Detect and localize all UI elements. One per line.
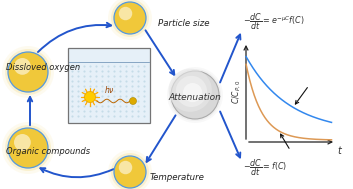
Circle shape bbox=[5, 49, 51, 95]
Circle shape bbox=[8, 128, 48, 168]
Text: Particle size: Particle size bbox=[158, 19, 209, 28]
Circle shape bbox=[2, 122, 54, 174]
Circle shape bbox=[167, 67, 223, 123]
Circle shape bbox=[14, 134, 31, 151]
Circle shape bbox=[108, 0, 152, 40]
Circle shape bbox=[130, 98, 137, 105]
Circle shape bbox=[5, 125, 51, 171]
Circle shape bbox=[183, 83, 202, 102]
Circle shape bbox=[169, 69, 221, 121]
Circle shape bbox=[2, 46, 54, 98]
Text: $-\dfrac{dC}{dt}=f(C)$: $-\dfrac{dC}{dt}=f(C)$ bbox=[243, 158, 287, 178]
Circle shape bbox=[84, 91, 96, 102]
Text: Temperature: Temperature bbox=[150, 173, 205, 181]
Circle shape bbox=[119, 7, 132, 20]
Circle shape bbox=[108, 150, 152, 189]
Text: Organic compounds: Organic compounds bbox=[6, 147, 90, 156]
Circle shape bbox=[171, 71, 219, 119]
Circle shape bbox=[176, 76, 207, 107]
Circle shape bbox=[111, 153, 149, 189]
Text: $-\dfrac{dC}{dt}=e^{-\mu C}f(C)$: $-\dfrac{dC}{dt}=e^{-\mu C}f(C)$ bbox=[243, 12, 305, 32]
Circle shape bbox=[14, 58, 31, 75]
Circle shape bbox=[114, 2, 146, 34]
Text: $t$: $t$ bbox=[337, 144, 343, 156]
Text: $h\nu$: $h\nu$ bbox=[104, 84, 115, 95]
Circle shape bbox=[111, 0, 149, 37]
FancyBboxPatch shape bbox=[68, 48, 150, 123]
Text: $C/C_{P,0}$: $C/C_{P,0}$ bbox=[231, 80, 243, 104]
Circle shape bbox=[114, 156, 146, 188]
Circle shape bbox=[8, 52, 48, 92]
Circle shape bbox=[169, 69, 212, 112]
Text: Attenuation: Attenuation bbox=[169, 94, 221, 102]
Circle shape bbox=[119, 161, 132, 174]
Text: Dissloved oxygen: Dissloved oxygen bbox=[6, 64, 80, 73]
